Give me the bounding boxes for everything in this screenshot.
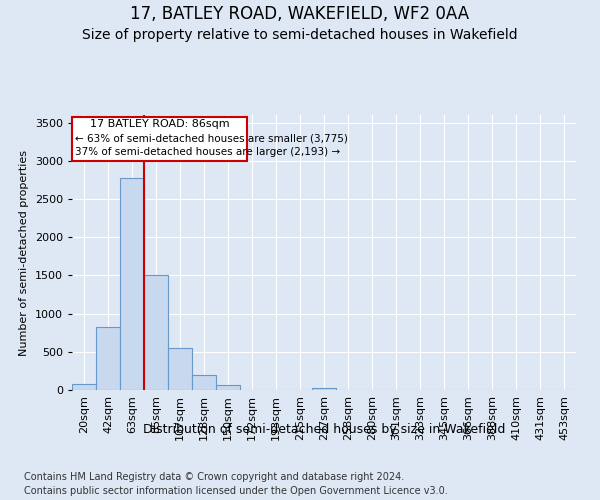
Bar bbox=[192, 374, 216, 390]
Text: Contains public sector information licensed under the Open Government Licence v3: Contains public sector information licen… bbox=[24, 486, 448, 496]
Bar bbox=[96, 327, 120, 390]
Bar bbox=[144, 276, 168, 390]
Bar bbox=[168, 348, 192, 390]
Bar bbox=[216, 385, 240, 390]
Bar bbox=[120, 178, 144, 390]
Text: 17, BATLEY ROAD, WAKEFIELD, WF2 0AA: 17, BATLEY ROAD, WAKEFIELD, WF2 0AA bbox=[130, 5, 470, 23]
Text: Distribution of semi-detached houses by size in Wakefield: Distribution of semi-detached houses by … bbox=[143, 422, 505, 436]
FancyBboxPatch shape bbox=[73, 117, 247, 161]
Text: 37% of semi-detached houses are larger (2,193) →: 37% of semi-detached houses are larger (… bbox=[75, 147, 340, 157]
Text: 17 BATLEY ROAD: 86sqm: 17 BATLEY ROAD: 86sqm bbox=[90, 119, 230, 129]
Text: Size of property relative to semi-detached houses in Wakefield: Size of property relative to semi-detach… bbox=[82, 28, 518, 42]
Text: ← 63% of semi-detached houses are smaller (3,775): ← 63% of semi-detached houses are smalle… bbox=[75, 133, 348, 143]
Bar bbox=[72, 384, 96, 390]
Y-axis label: Number of semi-detached properties: Number of semi-detached properties bbox=[19, 150, 29, 356]
Text: Contains HM Land Registry data © Crown copyright and database right 2024.: Contains HM Land Registry data © Crown c… bbox=[24, 472, 404, 482]
Bar bbox=[312, 388, 336, 390]
